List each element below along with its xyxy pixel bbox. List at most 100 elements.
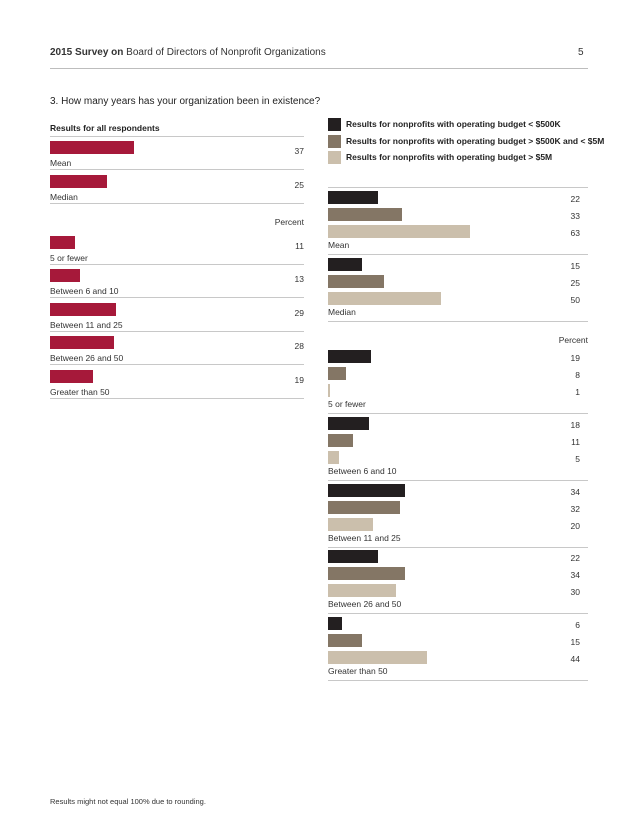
- right-value: 1: [575, 387, 580, 397]
- right-bar: [328, 367, 346, 380]
- left-bar: [50, 370, 94, 383]
- left-percent-label: Percent: [274, 217, 304, 227]
- left-divider: [50, 364, 304, 365]
- legend-swatch: [328, 118, 341, 131]
- right-value: 15: [570, 637, 580, 647]
- left-divider: [50, 136, 304, 137]
- left-bar: [50, 303, 116, 316]
- right-category-label: Median: [328, 307, 356, 317]
- right-value: 34: [570, 487, 580, 497]
- left-bar: [50, 141, 134, 154]
- right-bar: [328, 518, 373, 531]
- left-value: 37: [294, 146, 304, 156]
- legend-label: Results for nonprofits with operating bu…: [346, 136, 605, 146]
- left-bar: [50, 236, 75, 249]
- right-value: 22: [570, 194, 580, 204]
- left-value: 19: [294, 375, 304, 385]
- page-number: 5: [578, 47, 584, 58]
- right-bar: [328, 208, 403, 221]
- right-value: 20: [570, 521, 580, 531]
- right-value: 11: [571, 437, 580, 447]
- left-bar: [50, 175, 107, 188]
- right-category-label: Between 6 and 10: [328, 466, 397, 476]
- right-bar: [328, 292, 441, 305]
- right-divider: [328, 613, 588, 614]
- right-bar: [328, 617, 342, 630]
- right-divider: [328, 254, 588, 255]
- right-divider: [328, 187, 588, 188]
- right-bar: [328, 501, 400, 514]
- right-divider: [328, 321, 588, 322]
- left-bar: [50, 336, 114, 349]
- left-divider: [50, 203, 304, 204]
- right-value: 50: [570, 295, 580, 305]
- right-bar: [328, 451, 340, 464]
- right-value: 8: [575, 370, 580, 380]
- right-value: 22: [570, 553, 580, 563]
- right-divider: [328, 680, 588, 681]
- left-value: 25: [294, 180, 304, 190]
- right-bar: [328, 567, 405, 580]
- right-bar: [328, 350, 371, 363]
- right-percent-label: Percent: [558, 335, 588, 345]
- right-value: 32: [570, 504, 580, 514]
- left-divider: [50, 297, 304, 298]
- legend-swatch: [328, 135, 341, 148]
- right-divider: [328, 480, 588, 481]
- right-bar: [328, 191, 378, 204]
- right-value: 63: [570, 228, 580, 238]
- left-value: 29: [294, 308, 304, 318]
- legend-label: Results for nonprofits with operating bu…: [346, 119, 561, 129]
- left-category-label: Between 6 and 10: [50, 286, 119, 296]
- right-category-label: Greater than 50: [328, 666, 388, 676]
- page-header: 2015 Survey on Board of Directors of Non…: [50, 47, 326, 58]
- left-category-label: 5 or fewer: [50, 253, 88, 263]
- right-value: 15: [570, 261, 580, 271]
- right-bar: [328, 550, 378, 563]
- right-bar: [328, 484, 405, 497]
- left-category-label: Median: [50, 192, 78, 202]
- question-title: 3. How many years has your organization …: [50, 96, 321, 107]
- left-divider: [50, 264, 304, 265]
- header-divider: [50, 68, 588, 69]
- left-divider: [50, 331, 304, 332]
- right-bar: [328, 417, 369, 430]
- right-bar: [328, 634, 362, 647]
- header-bold: 2015 Survey on: [50, 47, 124, 58]
- right-value: 5: [575, 454, 580, 464]
- right-value: 30: [570, 587, 580, 597]
- left-divider: [50, 169, 304, 170]
- right-value: 18: [570, 420, 580, 430]
- right-bar: [328, 584, 396, 597]
- right-bar: [328, 225, 470, 238]
- left-value: 28: [294, 341, 304, 351]
- all-respondents-heading: Results for all respondents: [50, 123, 160, 133]
- right-bar: [328, 258, 362, 271]
- left-category-label: Mean: [50, 158, 72, 168]
- right-category-label: 5 or fewer: [328, 399, 366, 409]
- right-category-label: Between 26 and 50: [328, 599, 402, 609]
- right-value: 34: [570, 570, 580, 580]
- right-value: 33: [570, 211, 580, 221]
- right-category-label: Mean: [328, 240, 350, 250]
- right-divider: [328, 413, 588, 414]
- right-bar: [328, 434, 353, 447]
- right-bar: [328, 275, 385, 288]
- left-category-label: Between 11 and 25: [50, 320, 123, 330]
- footnote: Results might not equal 100% due to roun…: [50, 797, 206, 806]
- right-value: 25: [570, 278, 580, 288]
- right-bar: [328, 384, 331, 397]
- header-title: Board of Directors of Nonprofit Organiza…: [123, 47, 326, 58]
- legend-label: Results for nonprofits with operating bu…: [346, 152, 553, 162]
- right-category-label: Between 11 and 25: [328, 533, 401, 543]
- right-bar: [328, 651, 427, 664]
- left-value: 11: [295, 241, 304, 251]
- left-divider: [50, 398, 304, 399]
- right-value: 6: [575, 620, 580, 630]
- right-value: 19: [570, 353, 580, 363]
- legend-swatch: [328, 151, 341, 164]
- left-category-label: Greater than 50: [50, 387, 110, 397]
- left-bar: [50, 269, 80, 282]
- right-divider: [328, 547, 588, 548]
- left-category-label: Between 26 and 50: [50, 353, 124, 363]
